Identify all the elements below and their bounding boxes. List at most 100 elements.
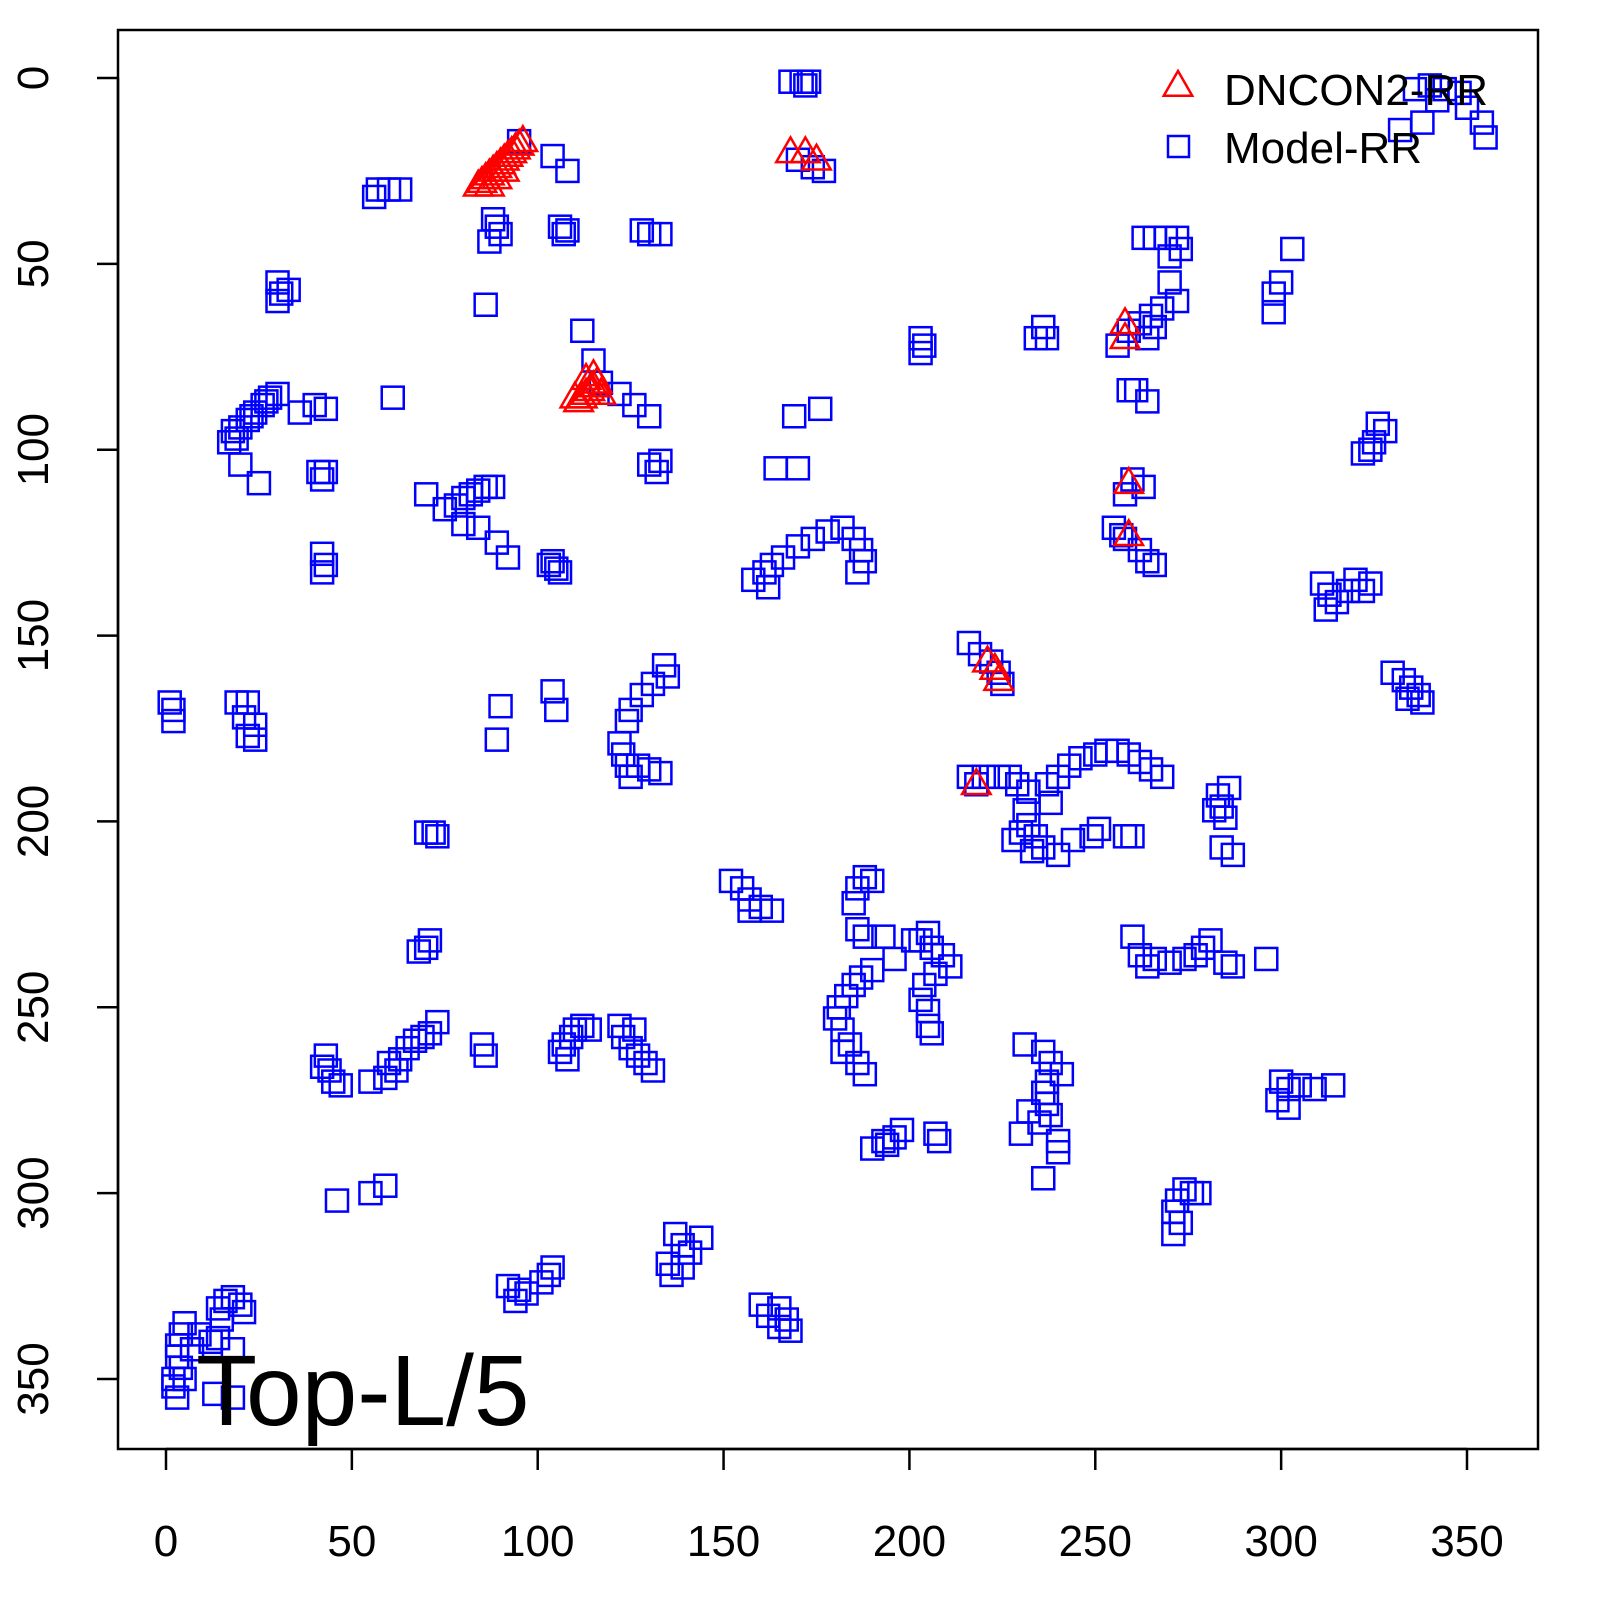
- model-rr-point: [1060, 827, 1086, 853]
- model-rr-point: [313, 459, 339, 485]
- dncon2-rr-point: [569, 361, 603, 391]
- model-rr-point: [484, 214, 510, 239]
- dncon2-rr-point: [959, 766, 993, 796]
- dncon2-rr-point: [584, 376, 618, 405]
- model-rr-point: [1120, 924, 1145, 949]
- model-rr-point: [1131, 474, 1156, 500]
- model-rr-point: [246, 470, 272, 496]
- model-rr-point: [1112, 482, 1138, 507]
- model-rr-point: [480, 474, 506, 500]
- model-rr-point: [555, 158, 580, 184]
- model-rr-point: [633, 1050, 658, 1076]
- model-rr-point: [220, 1337, 246, 1362]
- model-rr-point: [268, 281, 294, 306]
- model-rr-point: [648, 448, 673, 474]
- dncon2-rr-point: [982, 662, 1016, 692]
- model-rr-point: [1045, 842, 1071, 868]
- annotation-top-l5: Top-L/5: [196, 1335, 530, 1447]
- model-rr-point: [328, 1073, 353, 1098]
- model-rr-point: [473, 1043, 498, 1068]
- model-rr-point: [425, 1009, 450, 1035]
- model-rr-point: [540, 143, 565, 169]
- model-rr-point: [413, 935, 439, 961]
- model-rr-point: [410, 1024, 435, 1050]
- model-rr-point: [465, 478, 491, 503]
- x-tick-label: 250: [1059, 1517, 1132, 1566]
- model-rr-point: [655, 664, 681, 689]
- dncon2-rr-point: [971, 644, 1004, 673]
- model-rr-point: [781, 404, 807, 429]
- model-rr-point: [1254, 946, 1279, 972]
- y-tick-label: 150: [9, 599, 58, 672]
- model-rr-point: [1313, 597, 1338, 622]
- model-rr-point: [845, 876, 870, 901]
- model-rr-point: [1320, 1073, 1346, 1098]
- dncon2-rr-point: [1108, 305, 1142, 335]
- model-rr-point: [413, 482, 439, 507]
- model-rr-point: [164, 1385, 190, 1410]
- dncon2-rr-point: [480, 160, 514, 190]
- model-rr-point: [172, 1366, 197, 1392]
- model-rr-point: [358, 1180, 383, 1206]
- model-rr-point: [1473, 125, 1498, 150]
- model-rr-point: [1417, 73, 1443, 98]
- model-rr-point: [220, 1385, 246, 1410]
- model-rr-point: [1045, 1140, 1071, 1165]
- y-tick-label: 300: [9, 1156, 58, 1229]
- model-rr-point: [358, 1069, 383, 1094]
- model-rr-point: [421, 820, 446, 845]
- model-rr-point: [242, 727, 268, 752]
- model-rr-point: [1425, 88, 1450, 113]
- model-rr-point: [1280, 236, 1305, 262]
- model-rr-point: [1410, 110, 1435, 135]
- model-rr-point: [1268, 270, 1294, 295]
- model-rr-point: [373, 1173, 398, 1198]
- model-rr-point: [807, 396, 833, 422]
- model-rr-point: [763, 456, 788, 481]
- model-rr-point: [648, 760, 673, 786]
- model-rr-point: [384, 1058, 409, 1083]
- y-tick-label: 100: [9, 413, 58, 486]
- model-rr-point: [202, 1381, 227, 1407]
- model-rr-point: [1183, 942, 1208, 968]
- model-rr-point: [1038, 790, 1063, 816]
- model-rr-point: [562, 1017, 588, 1042]
- model-rr-point: [848, 965, 874, 990]
- model-rr-point: [1261, 299, 1286, 325]
- model-rr-point: [1135, 548, 1160, 574]
- model-rr-point: [224, 426, 249, 451]
- model-rr-point: [830, 1039, 855, 1065]
- model-rr-point: [852, 1061, 878, 1087]
- model-rr-point: [1086, 816, 1112, 842]
- model-rr-point: [309, 1054, 335, 1080]
- model-rr-point: [324, 1188, 350, 1213]
- model-rr-point: [1213, 805, 1238, 830]
- model-rr-point: [544, 697, 569, 723]
- model-rr-point: [495, 545, 521, 570]
- legend: DNCON2-RR Model-RR: [1161, 66, 1488, 173]
- model-rr-point: [752, 560, 777, 585]
- model-rr-point: [540, 1255, 565, 1280]
- model-rr-point: [488, 693, 513, 719]
- model-rr-point: [618, 1035, 643, 1061]
- y-tick-label: 200: [9, 785, 58, 858]
- x-tick-label: 200: [873, 1517, 946, 1566]
- model-rr-point: [1220, 954, 1246, 979]
- model-rr-point: [845, 560, 870, 585]
- dncon2-rr-point: [1108, 320, 1142, 350]
- model-rr-point: [1116, 377, 1141, 403]
- model-rr-point: [1190, 935, 1216, 961]
- dncon2-rr-point: [800, 142, 833, 171]
- model-rr-point: [544, 556, 569, 581]
- model-rr-point: [1157, 950, 1182, 975]
- model-rr-point: [915, 920, 941, 946]
- plot-frame: [116, 28, 1540, 1451]
- model-rr-point: [1161, 1221, 1186, 1247]
- model-rr-point: [1395, 686, 1420, 712]
- model-rr-point: [1216, 775, 1242, 801]
- model-rr-point: [1079, 824, 1104, 849]
- model-rr-point: [309, 467, 335, 492]
- model-rr-point: [555, 1047, 580, 1072]
- model-rr-point: [640, 1058, 666, 1083]
- model-rr-point: [923, 1121, 948, 1146]
